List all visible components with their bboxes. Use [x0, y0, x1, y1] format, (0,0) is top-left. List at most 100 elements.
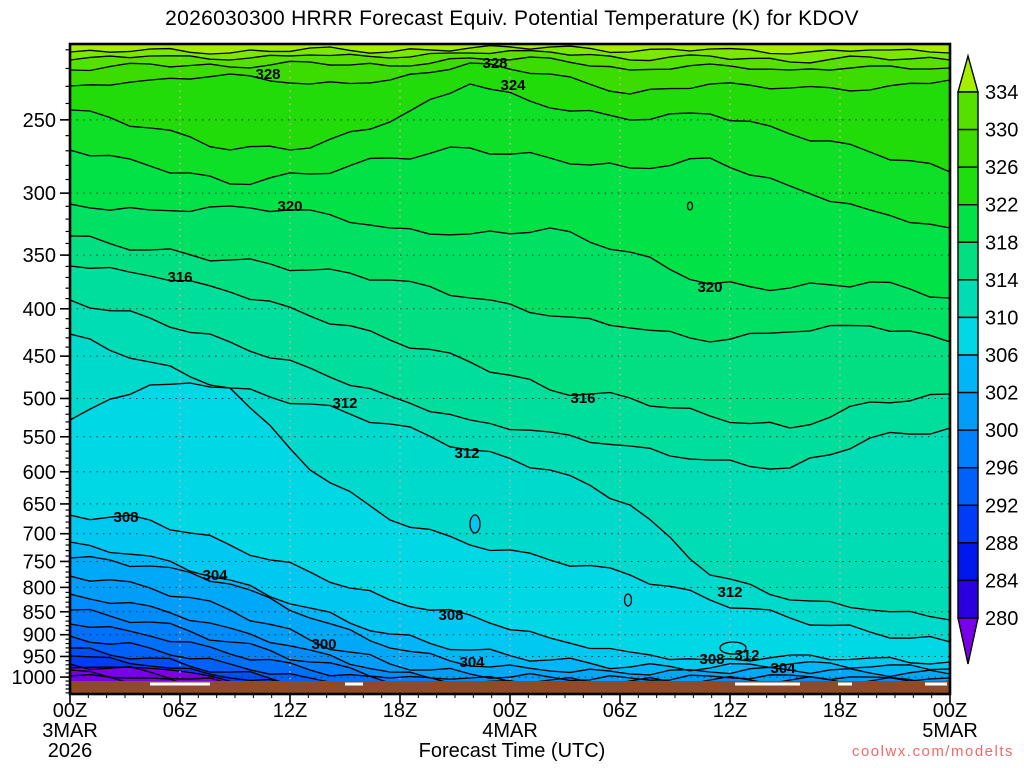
colorbar-segment — [957, 391, 979, 431]
contour-line — [70, 44, 950, 55]
contour-line — [70, 146, 950, 229]
y-tick-label: 400 — [23, 299, 56, 321]
colorbar-label: 280 — [985, 608, 1018, 630]
x-tick-sublabel: 2026 — [48, 740, 93, 762]
contour-line — [70, 555, 950, 678]
colorbar-label: 288 — [985, 533, 1018, 555]
y-tick-label: 800 — [23, 577, 56, 599]
x-tick-label: 18Z — [823, 700, 857, 722]
contour-band — [70, 204, 950, 342]
contour-band — [70, 515, 950, 671]
y-tick-label: 650 — [23, 494, 56, 516]
colorbar-label: 310 — [985, 307, 1018, 329]
contour-label: 328 — [482, 55, 507, 72]
contour-label: 328 — [255, 66, 280, 83]
y-tick-label: 500 — [23, 388, 56, 410]
contour-band — [70, 609, 950, 690]
colorbar-segment — [957, 467, 979, 506]
watermark-text: coolwx.com/modelts — [851, 743, 1014, 760]
x-tick-sublabel: 5MAR — [922, 720, 978, 742]
contour-band — [70, 576, 950, 685]
colorbar-label: 330 — [985, 120, 1018, 142]
contour-line — [70, 265, 950, 429]
contour-field — [70, 44, 950, 694]
contour-label: 304 — [202, 567, 228, 584]
colorbar-label: 314 — [985, 270, 1018, 292]
surface-white-patch — [345, 682, 363, 686]
contour-label: 312 — [454, 445, 479, 462]
x-tick-label: 00Z — [53, 700, 87, 722]
contour-band — [70, 334, 950, 642]
y-tick-label: 450 — [23, 346, 56, 368]
colorbar: 334 330 326 322 318 314 310 306 302 300 296 292 288 2… — [957, 53, 1018, 665]
contour-label: 308 — [699, 651, 724, 668]
x-tick-label: 06Z — [603, 700, 637, 722]
contour-label: 320 — [697, 279, 722, 296]
colorbar-label: 296 — [985, 458, 1018, 480]
colorbar-label: 284 — [985, 570, 1018, 592]
y-tick-label: 900 — [23, 625, 56, 647]
y-tick-label: 950 — [23, 646, 56, 668]
colorbar-segment — [957, 91, 979, 131]
contour-line — [70, 541, 950, 672]
x-tick-label: 12Z — [713, 700, 747, 722]
colorbar-segment — [957, 128, 979, 168]
closed-contour — [686, 201, 694, 211]
contour-line — [70, 49, 950, 64]
moist-pocket — [469, 514, 481, 534]
colorbar-label: 334 — [985, 82, 1018, 104]
surface-white-patch — [735, 682, 800, 686]
contour-line — [70, 575, 950, 682]
contour-line — [70, 83, 950, 173]
x-tick-label: 00Z — [933, 700, 967, 722]
x-axis-title: Forecast Time (UTC) — [418, 740, 606, 762]
contour-label: 304 — [770, 660, 796, 677]
surface-white-patch — [925, 682, 947, 686]
colorbar-segment — [957, 166, 979, 206]
x-tick-label: 06Z — [163, 700, 197, 722]
x-tick-sublabel: 4MAR — [482, 720, 538, 742]
contour-label: 312 — [717, 584, 742, 601]
closed-contour — [719, 641, 747, 655]
colorbar-label: 292 — [985, 495, 1018, 517]
colorbar-segment — [957, 316, 979, 356]
contour-label: 312 — [734, 647, 759, 664]
contour-label: 320 — [277, 198, 302, 215]
contour-line — [70, 333, 950, 621]
colorbar-label: 322 — [985, 195, 1018, 217]
contour-label: 300 — [311, 636, 336, 653]
colorbar-label: 306 — [985, 345, 1018, 367]
x-tick-label: 12Z — [273, 700, 307, 722]
colorbar-arrow-down — [957, 617, 979, 665]
y-tick-label: 300 — [23, 183, 56, 205]
contour-label: 324 — [500, 77, 526, 94]
colorbar-segment — [957, 542, 979, 582]
y-tick-label: 700 — [23, 524, 56, 546]
contour-line — [70, 299, 950, 470]
x-tick-sublabel: 3MAR — [42, 720, 98, 742]
colorbar-segment — [957, 429, 979, 469]
colorbar-segment — [957, 279, 979, 319]
contour-line — [70, 514, 950, 665]
colorbar-segment — [957, 354, 979, 394]
y-tick-label: 1000 — [12, 667, 57, 689]
contour-line — [70, 382, 950, 643]
contour-label: 316 — [570, 390, 595, 407]
contour-line — [70, 235, 950, 343]
contour-label: 308 — [438, 607, 463, 624]
y-tick-label: 600 — [23, 462, 56, 484]
contour-line — [70, 203, 950, 299]
surface-ground-bar — [70, 681, 950, 693]
closed-contour — [623, 593, 633, 607]
colorbar-segment — [957, 204, 979, 243]
surface-white-patch — [838, 682, 852, 686]
contour-label: 304 — [459, 654, 485, 671]
contour-line — [70, 56, 950, 72]
colorbar-arrow-up — [957, 53, 979, 93]
contour-band — [70, 594, 950, 687]
x-tick-label: 18Z — [383, 700, 417, 722]
contour-band — [70, 44, 950, 54]
y-tick-label: 850 — [23, 602, 56, 624]
